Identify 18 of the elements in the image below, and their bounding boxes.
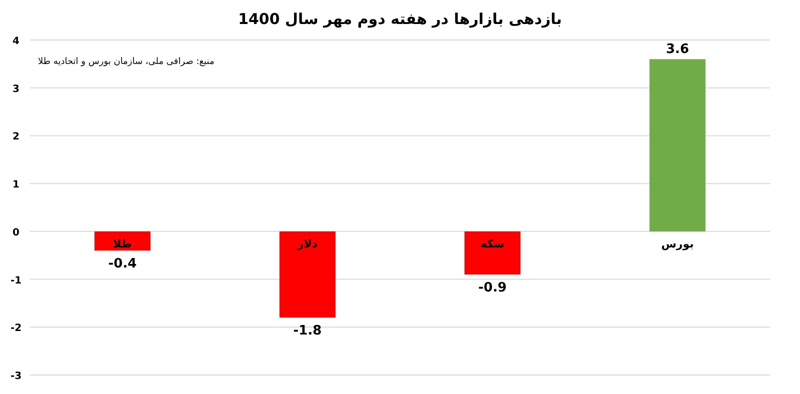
x-tick-label: دلار — [296, 237, 318, 250]
chart-title: بازدهی بازارها در هفته دوم مهر سال 1400 — [238, 10, 562, 28]
x-tick-label: سکه — [480, 237, 504, 250]
data-label: 3.6 — [666, 42, 690, 58]
y-tick-label: 0 — [12, 227, 20, 238]
data-label: -1.8 — [293, 324, 322, 339]
y-tick-label: -2 — [10, 323, 22, 334]
x-tick-label: بورس — [661, 237, 694, 250]
data-label: -0.4 — [108, 256, 137, 272]
y-tick-label: 1 — [12, 180, 20, 191]
y-tick-label: 3 — [12, 84, 20, 95]
annotation: منبع: صرافی ملی، سازمان بورس و اتحادیه طلا — [38, 57, 214, 67]
x-tick-label: طلا — [113, 237, 132, 250]
y-tick-label: -1 — [10, 275, 22, 286]
data-label: -0.9 — [478, 280, 507, 296]
y-tick-label: 2 — [12, 132, 20, 143]
y-tick-label: -3 — [10, 371, 22, 382]
y-tick-label: 4 — [12, 36, 20, 47]
